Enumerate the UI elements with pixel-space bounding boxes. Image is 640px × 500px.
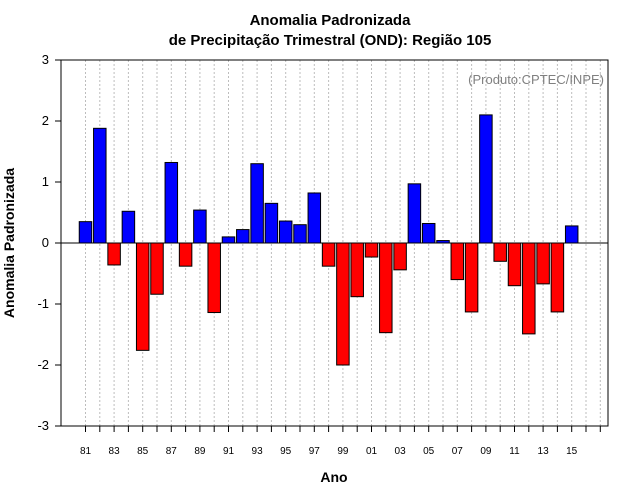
bar-2004	[407, 183, 422, 244]
bar-1984	[121, 210, 136, 244]
x-axis: 81 83 85 87 89 91 93 95 97 99 01 03 05 07 09 11 13 15	[80, 426, 601, 457]
bar-2008	[464, 242, 479, 313]
bar-1996	[293, 224, 307, 244]
x-tick-label: 97	[309, 446, 321, 457]
bar-1987	[164, 161, 179, 244]
bar-2000	[350, 242, 364, 298]
y-tick-label: 3	[42, 52, 49, 67]
y-tick-label: -2	[37, 357, 49, 372]
bar-2014	[550, 242, 565, 313]
bar-2003	[393, 242, 407, 271]
bar-2005	[421, 222, 436, 244]
x-tick-label: 91	[223, 446, 235, 457]
bar-1988	[178, 242, 193, 267]
x-tick-label: 05	[423, 446, 435, 457]
bar-1986	[150, 242, 164, 295]
bar-2013	[536, 242, 550, 285]
bar-2007	[450, 242, 465, 281]
y-tick-label: 1	[42, 174, 49, 189]
x-tick-label: 09	[480, 446, 492, 457]
bars	[78, 114, 579, 366]
chart-title-line1: Anomalia Padronizada	[250, 12, 412, 29]
bar-1981	[78, 221, 93, 244]
bar-2002	[379, 242, 393, 334]
bar-1991	[221, 236, 236, 244]
y-tick-label: 0	[42, 235, 49, 250]
x-tick-label: 95	[280, 446, 292, 457]
bar-1993	[250, 163, 264, 244]
x-tick-label: 89	[194, 446, 206, 457]
bar-2012	[522, 242, 536, 335]
chart-title-line2: de Precipitação Trimestral (OND): Região…	[169, 32, 492, 49]
bar-1994	[264, 202, 279, 244]
bar-1985	[135, 242, 150, 351]
x-tick-label: 07	[452, 446, 464, 457]
x-tick-label: 93	[252, 446, 264, 457]
x-tick-label: 81	[80, 446, 92, 457]
x-axis-label: Ano	[320, 469, 347, 485]
x-tick-label: 11	[509, 446, 520, 457]
x-tick-label: 87	[166, 446, 178, 457]
x-tick-label: 15	[566, 446, 578, 457]
bar-2015	[564, 225, 579, 244]
x-tick-label: 03	[395, 446, 407, 457]
y-tick-label: 2	[42, 113, 49, 128]
bar-1983	[107, 242, 121, 266]
bar-2001	[364, 242, 379, 258]
bar-1992	[236, 229, 250, 244]
bar-1995	[278, 220, 293, 244]
y-axis-label: Anomalia Padronizada	[1, 168, 17, 318]
bar-1998	[321, 242, 336, 267]
bar-1999	[336, 242, 350, 366]
x-tick-label: 01	[366, 446, 378, 457]
bar-2010	[493, 242, 507, 262]
bar-2011	[507, 242, 522, 287]
y-tick-label: -3	[37, 418, 49, 433]
y-axis: 3 2 1 0 -1 -2 -3	[37, 52, 61, 433]
bar-1990	[207, 242, 221, 314]
bar-1989	[193, 209, 207, 244]
y-tick-label: -1	[37, 296, 49, 311]
bar-1997	[307, 192, 322, 244]
x-tick-label: 99	[337, 446, 349, 457]
credit-text: (Produto:CPTEC/INPE)	[468, 72, 604, 87]
bar-2009	[479, 114, 493, 244]
x-tick-label: 83	[109, 446, 121, 457]
bar-1982	[93, 127, 107, 244]
x-tick-label: 85	[137, 446, 149, 457]
x-tick-label: 13	[538, 446, 550, 457]
